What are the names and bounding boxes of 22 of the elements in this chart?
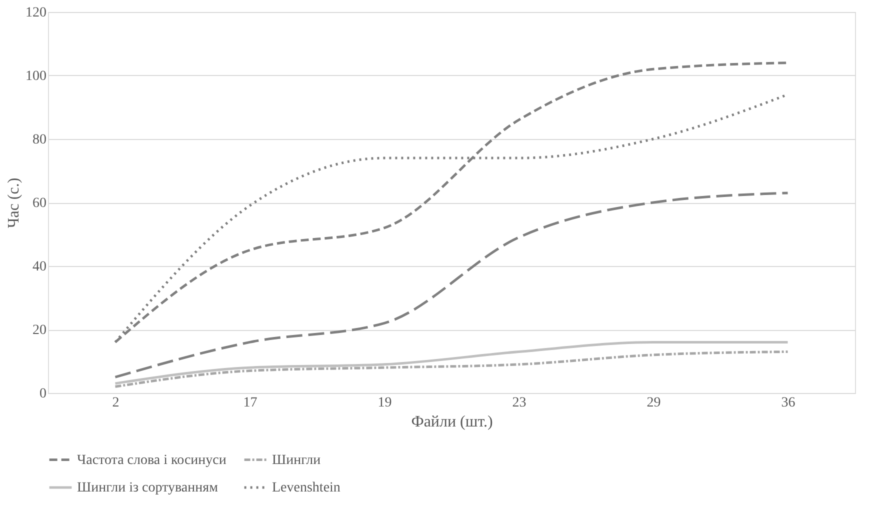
legend-label: Частота слова і косинуси xyxy=(77,452,227,468)
line-series xyxy=(114,192,789,378)
x-tick-label: 19 xyxy=(378,396,392,410)
x-tick-label: 36 xyxy=(781,396,796,410)
x-axis-title: Файли (шт.) xyxy=(411,414,493,430)
y-tick-label: 80 xyxy=(32,132,46,148)
legend-label: Шингли із сортуванням xyxy=(77,480,218,496)
x-tick-label: 23 xyxy=(512,396,526,410)
y-tick-label: 20 xyxy=(32,323,46,338)
y-tick-label: 60 xyxy=(32,196,46,211)
y-tick-label: 40 xyxy=(32,260,46,274)
x-tick-label: 2 xyxy=(112,396,120,410)
y-axis-title: Час (с.) xyxy=(6,178,22,228)
y-tick-label: 100 xyxy=(26,69,46,84)
legend-label: Levenshtein xyxy=(272,480,340,496)
x-tick-label: 17 xyxy=(243,396,258,410)
x-tick-label: 29 xyxy=(646,396,661,410)
line-series xyxy=(114,350,789,388)
y-tick-label: 0 xyxy=(40,386,46,402)
line-series xyxy=(114,340,789,385)
legend-label: Шингли xyxy=(272,452,322,468)
y-tick-label: 120 xyxy=(26,6,46,20)
